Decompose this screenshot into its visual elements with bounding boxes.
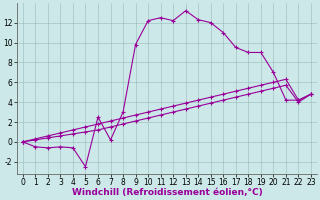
X-axis label: Windchill (Refroidissement éolien,°C): Windchill (Refroidissement éolien,°C) <box>72 188 262 197</box>
